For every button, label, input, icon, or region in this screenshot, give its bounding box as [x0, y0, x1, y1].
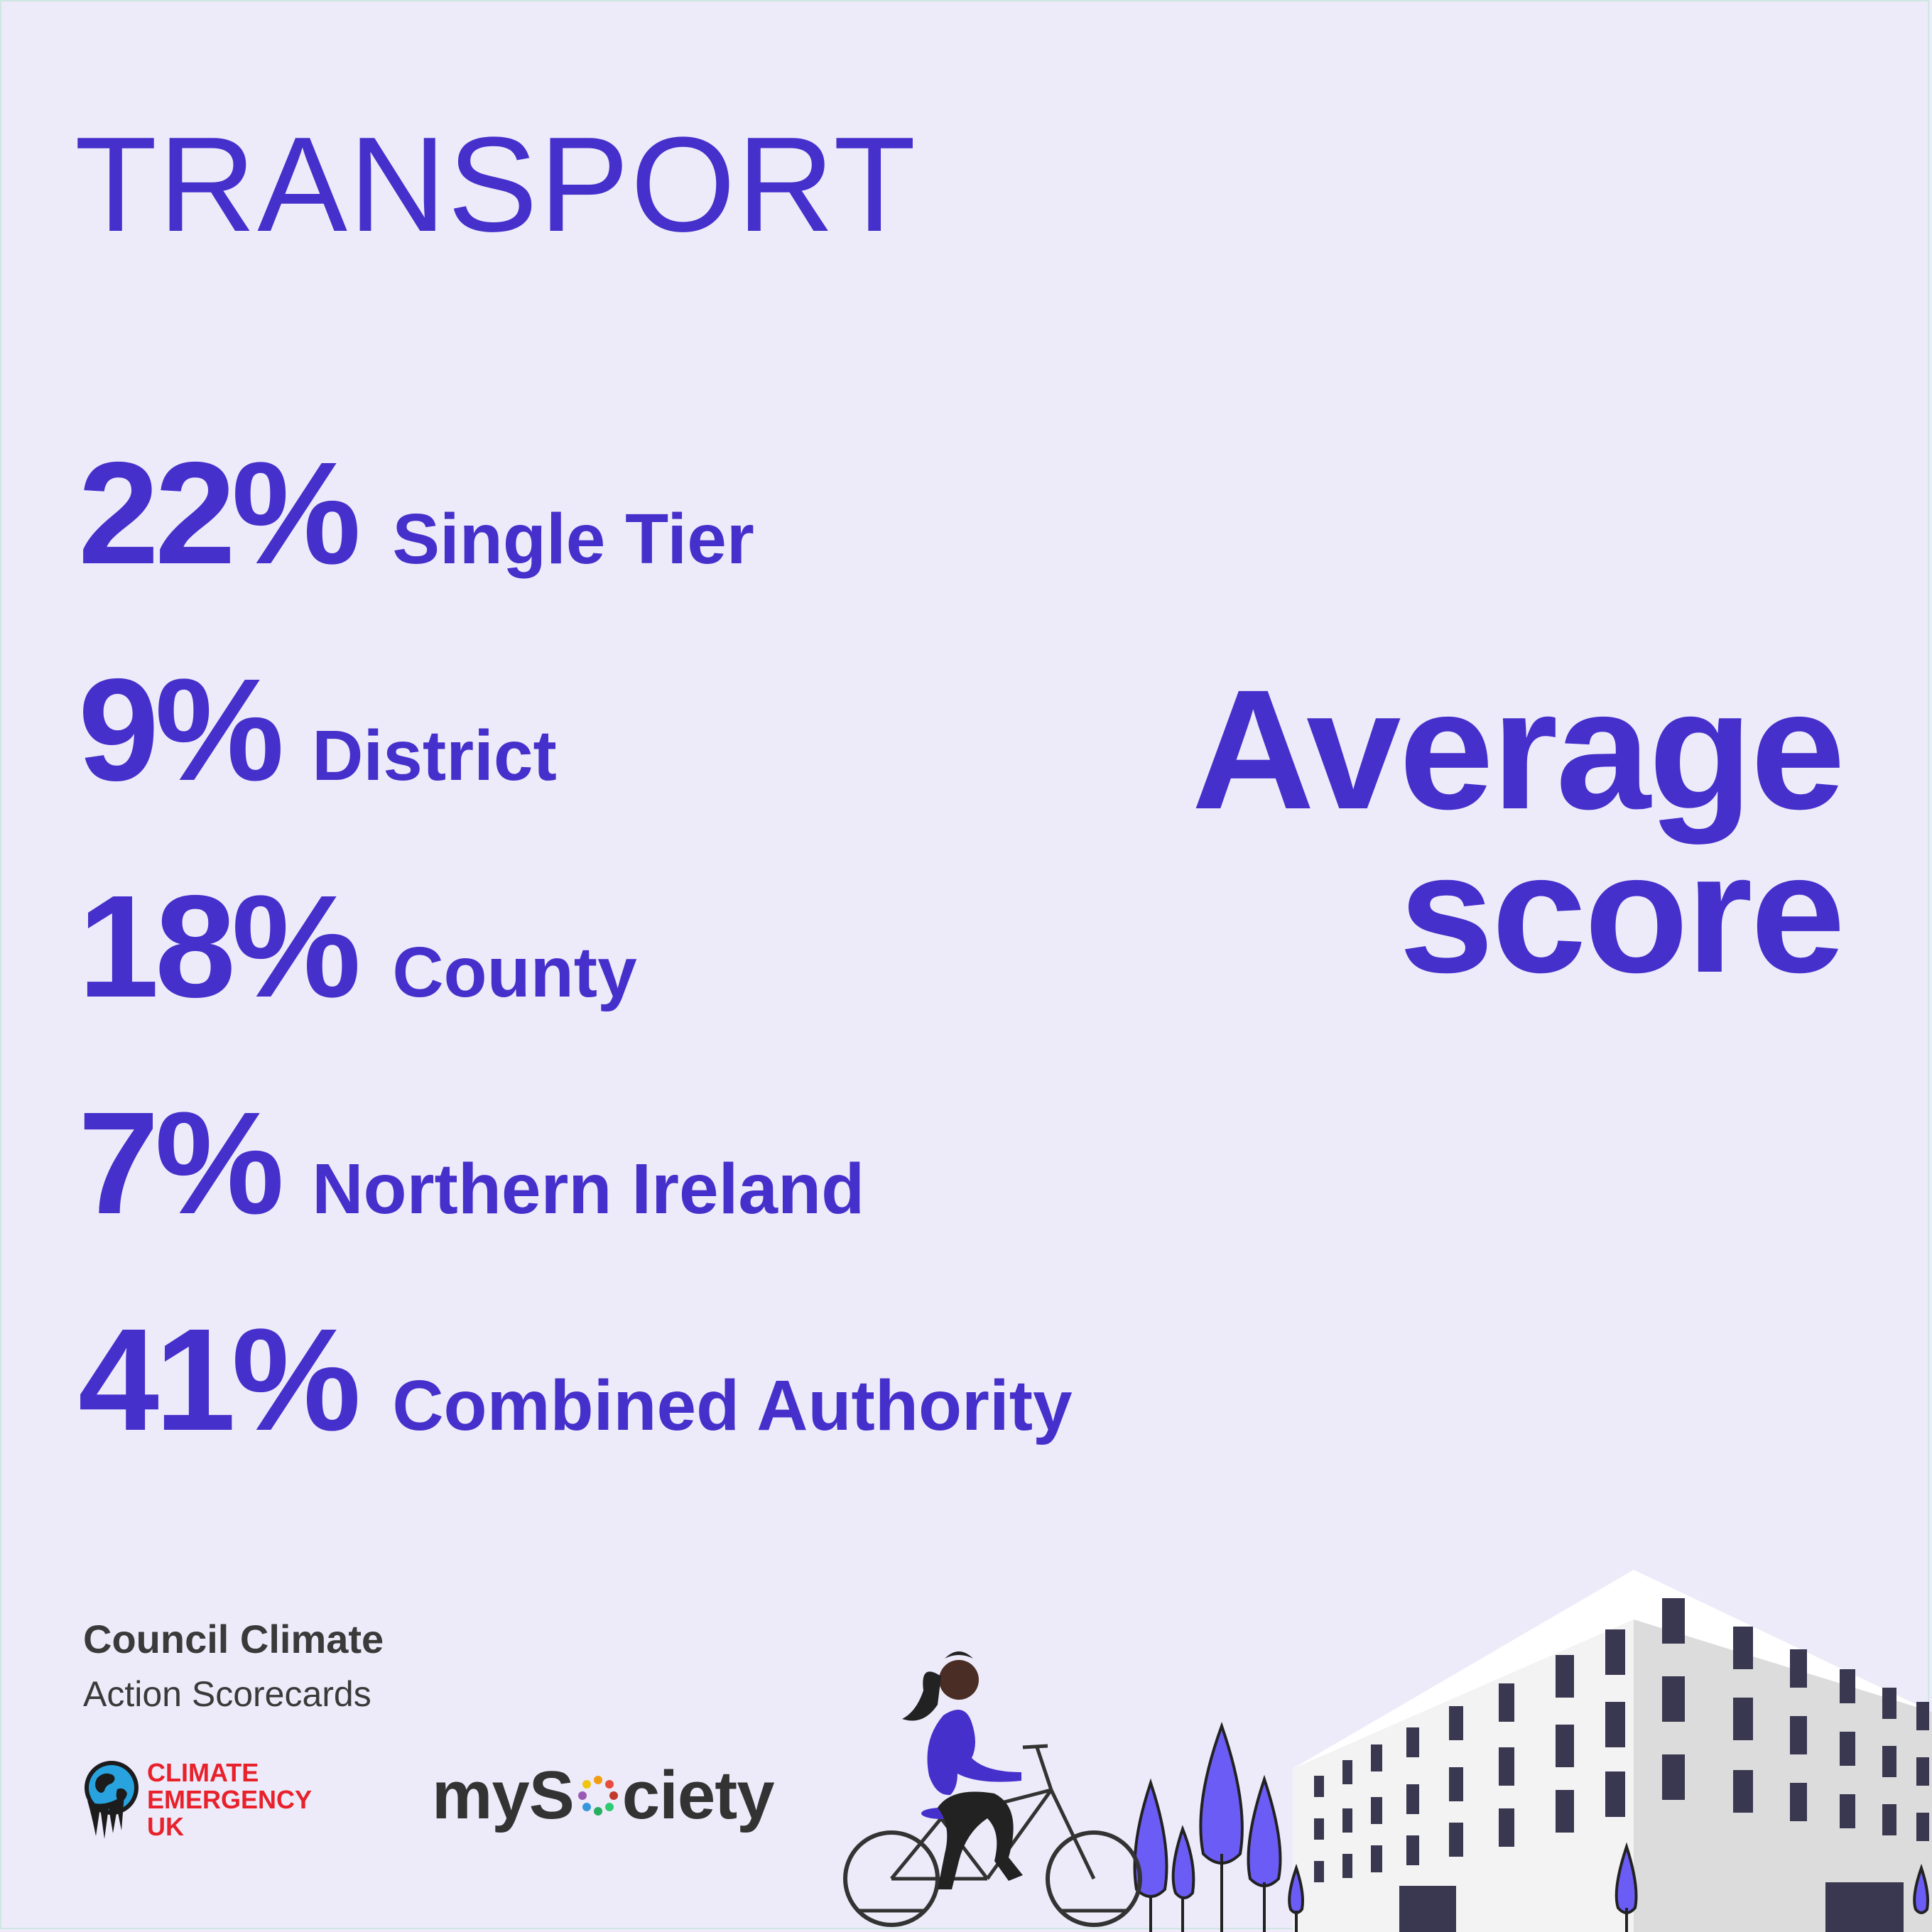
illustration	[843, 1570, 1932, 1932]
stat-label: Single Tier	[392, 499, 754, 579]
mysociety-wordmark-end: ciety	[622, 1757, 775, 1833]
stat-row-county: 18% County	[78, 874, 637, 1019]
cyclist-icon	[843, 1651, 1142, 1927]
stat-label: County	[392, 933, 637, 1012]
scorecards-brand-line1: Council Climate	[83, 1617, 384, 1661]
mysociety-dots-icon	[577, 1776, 618, 1816]
ceuk-line1: CLIMATE	[147, 1758, 259, 1787]
ceuk-wordmark: CLIMATE EMERGENCY UK	[147, 1759, 312, 1840]
mysociety-wordmark-start: myS	[432, 1757, 575, 1833]
stat-row-district: 9% District	[78, 657, 557, 803]
office-building-icon	[1293, 1570, 1932, 1932]
average-score-heading: Average score	[1191, 654, 1845, 1008]
stat-label: Combined Authority	[392, 1366, 1073, 1445]
globe-icon	[85, 1761, 139, 1839]
average-score-line2: score	[1399, 818, 1845, 1008]
stat-percent: 18%	[78, 865, 361, 1028]
stat-percent: 41%	[78, 1298, 361, 1461]
stat-row-combined-authority: 41% Combined Authority	[78, 1307, 1073, 1453]
stat-percent: 22%	[78, 432, 361, 595]
average-score-line1: Average	[1191, 654, 1845, 845]
stat-label: Northern Ireland	[312, 1149, 865, 1229]
stat-row-northern-ireland: 7% Northern Ireland	[78, 1090, 864, 1236]
ceuk-line3: UK	[147, 1812, 184, 1841]
stat-percent: 7%	[78, 1082, 284, 1244]
stat-percent: 9%	[78, 648, 284, 811]
climate-emergency-uk-logo: CLIMATE EMERGENCY UK	[82, 1758, 337, 1843]
stat-row-single-tier: 22% Single Tier	[78, 440, 754, 586]
stat-label: District	[312, 716, 557, 796]
mysociety-logo: myS ciety	[432, 1757, 775, 1833]
page-title: TRANSPORT	[75, 109, 918, 260]
ceuk-line2: EMERGENCY	[147, 1785, 313, 1814]
tree-icon	[1133, 1722, 1929, 1932]
scorecards-brand-line2: Action Scorecards	[83, 1674, 371, 1714]
